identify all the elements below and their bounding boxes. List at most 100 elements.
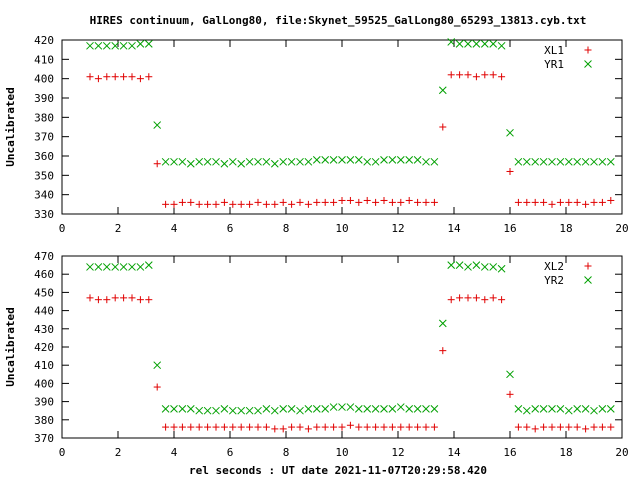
data-point-xl1	[498, 73, 506, 81]
data-point-xl2	[380, 423, 388, 431]
data-point-xl2	[548, 423, 556, 431]
data-point-xl2	[456, 294, 464, 302]
data-point-yr1	[228, 157, 237, 166]
data-point-xl2	[145, 296, 153, 304]
data-point-xl1	[195, 200, 203, 208]
data-point-xl1	[237, 200, 245, 208]
data-point-yr2	[186, 405, 195, 413]
data-point-xl2	[271, 425, 279, 433]
data-point-xl2	[254, 423, 262, 431]
data-point-yr2	[94, 263, 103, 271]
data-point-xl1	[279, 198, 287, 206]
x-tick-label: 4	[171, 222, 178, 235]
data-point-yr2	[531, 405, 540, 413]
data-point-yr1	[186, 159, 195, 168]
legend-marker-yr1	[584, 60, 592, 68]
data-point-xl1	[388, 198, 396, 206]
y-tick-label: 380	[34, 111, 54, 124]
data-point-yr2	[178, 405, 187, 413]
data-point-yr1	[539, 157, 548, 166]
data-point-xl1	[212, 200, 220, 208]
data-point-yr1	[354, 156, 363, 164]
data-point-xl2	[414, 423, 422, 431]
data-point-yr2	[228, 406, 237, 415]
data-point-yr1	[195, 157, 204, 166]
data-point-xl2	[598, 423, 606, 431]
x-tick-label: 12	[391, 446, 404, 459]
data-point-yr1	[279, 157, 288, 166]
y-tick-label: 410	[34, 359, 54, 372]
legend-label-yr1: YR1	[544, 58, 564, 71]
data-point-yr1	[388, 156, 397, 164]
data-point-yr2	[119, 263, 128, 271]
data-point-yr1	[212, 157, 220, 166]
data-point-yr2	[556, 405, 565, 413]
data-point-xl2	[573, 423, 581, 431]
data-point-xl1	[170, 200, 178, 208]
data-point-yr2	[388, 405, 397, 413]
data-point-yr2	[354, 405, 363, 413]
data-point-yr1	[380, 156, 388, 164]
data-point-xl1	[380, 196, 388, 204]
data-point-yr2	[237, 406, 246, 415]
data-point-xl1	[355, 198, 363, 206]
legend-label-xl2: XL2	[544, 260, 564, 273]
y-tick-label: 420	[34, 34, 54, 47]
data-point-yr2	[363, 405, 372, 413]
data-point-yr2	[472, 261, 481, 269]
data-point-yr1	[472, 40, 481, 48]
data-point-xl1	[288, 200, 296, 208]
y-tick-label: 460	[34, 268, 54, 281]
y-tick-label: 430	[34, 323, 54, 336]
data-point-xl2	[346, 421, 354, 429]
data-point-yr1	[405, 156, 414, 164]
data-point-xl2	[321, 423, 329, 431]
data-point-xl1	[187, 198, 195, 206]
data-point-yr2	[304, 405, 313, 413]
data-point-xl2	[237, 423, 245, 431]
data-point-yr1	[506, 128, 514, 137]
legend-label-xl1: XL1	[544, 44, 564, 57]
data-point-yr1	[94, 41, 103, 50]
data-point-xl1	[229, 200, 237, 208]
data-point-xl1	[397, 198, 405, 206]
data-point-xl1	[338, 196, 346, 204]
data-point-yr1	[531, 157, 540, 166]
data-point-yr2	[480, 263, 489, 271]
y-tick-label: 420	[34, 341, 54, 354]
data-point-xl1	[422, 198, 430, 206]
data-point-yr2	[212, 406, 220, 415]
data-point-xl1	[271, 200, 279, 208]
x-tick-label: 16	[503, 222, 516, 235]
data-point-xl2	[204, 423, 212, 431]
data-point-xl1	[153, 160, 161, 168]
data-point-yr1	[86, 41, 94, 50]
y-tick-label: 360	[34, 150, 54, 163]
data-point-yr2	[86, 263, 94, 271]
data-point-yr1	[128, 41, 136, 50]
data-point-yr2	[136, 263, 145, 271]
data-point-yr2	[430, 405, 439, 413]
data-point-yr2	[581, 405, 590, 413]
data-point-yr2	[153, 361, 162, 370]
data-point-xl2	[582, 425, 590, 433]
data-point-xl2	[136, 296, 144, 304]
data-point-xl1	[330, 198, 338, 206]
data-point-yr1	[581, 157, 590, 166]
data-point-yr1	[270, 159, 279, 168]
data-point-xl2	[607, 423, 615, 431]
data-point-xl1	[86, 73, 94, 81]
legend-marker-xl2	[584, 262, 592, 270]
x-tick-label: 8	[283, 222, 290, 235]
x-tick-label: 0	[59, 222, 66, 235]
x-tick-label: 0	[59, 446, 66, 459]
data-point-xl1	[372, 198, 380, 206]
data-point-xl1	[582, 200, 590, 208]
data-point-yr2	[287, 405, 296, 413]
data-point-yr1	[447, 38, 456, 46]
data-point-xl2	[397, 423, 405, 431]
y-axis-label: Uncalibrated	[4, 307, 17, 386]
data-point-yr2	[220, 405, 229, 413]
data-point-xl1	[464, 71, 472, 79]
